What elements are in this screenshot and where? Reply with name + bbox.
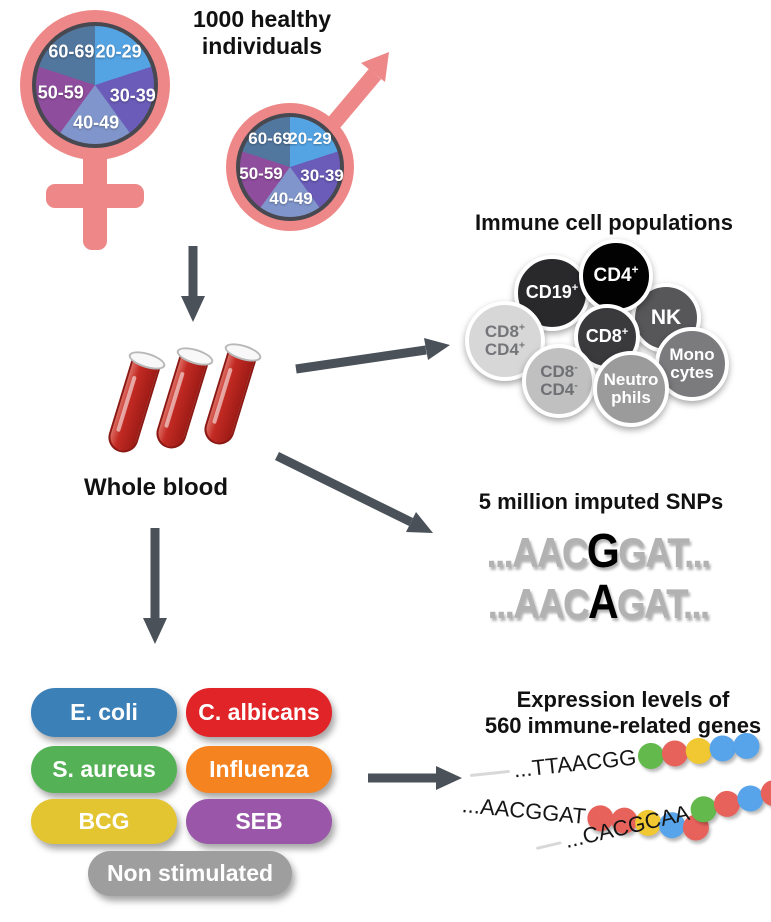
expression-title-line1: Expression levels of [516,687,730,712]
stimulus-pill-bcg: BCG [31,799,177,844]
main-title-line2: individuals [201,33,323,60]
down-arrow-to-stimuli [143,528,167,644]
expression-dot-green [636,741,666,771]
cell-circle-monocytes: Mono cytes [655,327,729,401]
snp-sequence-part: ...AAC [487,579,590,627]
male-age-pie: 20-29 30-39 40-49 50-59 60-69 [236,113,344,221]
snp-sequence-part: GAT... [618,529,711,576]
female-symbol-crossbar [46,184,144,208]
snp-variant-letter: G [586,524,620,578]
snp-sequence-part: GAT... [616,579,710,627]
stimulus-pill-seb: SEB [186,799,332,844]
stimulus-pill-s-aureus: S. aureus [31,746,177,793]
age-group-label: 60-69 [248,129,292,148]
main-title: 1000 healthy individuals [112,6,412,60]
strand-line [469,769,510,777]
expression-dot-red [660,739,690,768]
snp-variant-letter: A [587,574,619,629]
stimulus-pill-non-stimulated: Non stimulated [88,851,292,896]
snp-sequence: ...AACGGAT... [448,526,747,577]
snp-sequence: ...AACAGAT... [448,574,747,629]
expression-dot-yellow [684,736,714,766]
whole-blood-label: Whole blood [84,474,228,501]
arrow-stimuli-to-expression [368,766,462,790]
cell-circle-neutrophils: Neutro phils [593,351,669,427]
immune-cells-title: Immune cell populations [475,210,733,235]
snp-sequences: ...AACGGAT... ...AACAGAT... [428,526,768,627]
cell-circle-cd4: CD4+ [579,239,653,313]
female-age-pie: 20-29 30-39 40-49 50-59 60-69 [32,22,158,148]
age-group-label: 40-49 [73,112,120,133]
arrow-blood-to-snps [275,451,433,533]
age-group-label: 40-49 [269,189,313,208]
age-group-label: 20-29 [288,129,332,148]
down-arrow-to-blood [181,246,205,322]
age-group-label: 20-29 [95,41,142,62]
age-group-label: 30-39 [109,85,156,106]
age-group-label: 50-59 [239,164,283,183]
main-title-line1: 1000 healthy [192,6,332,32]
strand-line [535,840,562,850]
stimulus-pill-c-albicans: C. albicans [186,688,332,737]
arrow-blood-to-cells [295,338,450,374]
snp-sequence-part: ...AAC [486,529,588,576]
age-group-label: 60-69 [48,41,95,62]
age-group-label: 30-39 [300,166,344,185]
expression-title: Expression levels of 560 immune-related … [455,687,771,740]
stimulus-pill-influenza: Influenza [186,746,332,793]
cell-circle-cd8neg-cd4neg: CD8- CD4- [522,344,596,418]
snps-title: 5 million imputed SNPs [478,489,724,514]
expression-title-line2: 560 immune-related genes [484,713,762,739]
stimulus-pill-e-coli: E. coli [31,688,177,737]
age-group-label: 50-59 [37,82,84,103]
